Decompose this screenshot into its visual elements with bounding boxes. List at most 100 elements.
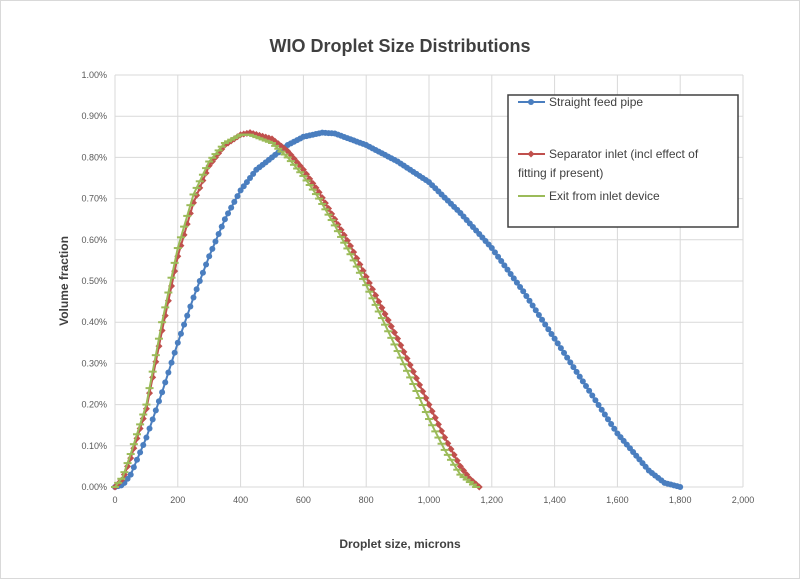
data-point [406,361,414,369]
legend: Straight feed pipe Separator inlet (incl … [507,94,739,228]
x-tick-label: 0 [112,495,117,505]
data-point [400,348,408,356]
data-point [517,283,524,290]
data-point [199,269,206,276]
data-point [564,354,571,361]
y-tick-label: 1.00% [81,70,107,80]
data-point [162,379,169,386]
y-tick-label: 0.50% [81,276,107,286]
legend-marker-0 [528,99,534,105]
data-point [438,427,446,435]
data-point [378,304,386,312]
y-tick-label: 0.80% [81,152,107,162]
data-point [212,238,219,245]
data-point [159,389,166,396]
data-point [526,297,533,304]
data-point [381,310,389,318]
data-point [595,402,602,409]
data-point [450,451,458,459]
data-point [567,359,574,366]
data-point [177,330,184,337]
data-point [592,397,599,404]
data-point [390,329,398,336]
data-point [545,326,552,333]
data-point [228,204,235,211]
data-point [215,231,222,238]
y-tick-label: 0.10% [81,441,107,451]
legend-marker-1 [527,150,535,158]
data-point [535,311,542,318]
data-point [387,322,395,330]
data-point [409,368,417,376]
data-point [140,441,147,448]
data-point [225,210,232,217]
data-point [598,406,605,413]
y-tick-label: 0.30% [81,358,107,368]
data-point [403,354,411,362]
y-tick-label: 0.70% [81,194,107,204]
data-point [243,179,250,186]
data-point [137,449,144,456]
data-point [250,170,257,177]
data-point [428,407,436,415]
data-point [441,434,449,442]
data-point [165,369,172,376]
data-point [247,175,254,181]
data-point [444,439,452,447]
data-point [155,398,162,405]
data-point [447,445,455,453]
data-point [434,420,442,428]
data-point [604,416,611,423]
data-point [190,294,197,301]
data-point [608,420,615,427]
data-point [416,381,424,389]
data-point [501,262,508,269]
x-tick-label: 1,600 [606,495,629,505]
data-point [576,373,583,380]
y-tick-label: 0.40% [81,317,107,327]
data-point [677,484,684,490]
series-2 [111,133,481,488]
x-tick-label: 1,800 [669,495,692,505]
data-point [240,183,247,190]
data-point [579,378,586,385]
data-point [611,425,618,432]
data-point [143,434,150,441]
x-tick-label: 400 [233,495,248,505]
data-point [187,303,194,310]
data-point [152,407,159,414]
data-point [203,261,210,268]
data-point [453,457,461,465]
data-point [557,345,564,352]
data-point [133,456,140,463]
data-point [520,288,527,295]
data-point [231,198,238,205]
x-tick-label: 1,400 [543,495,566,505]
x-tick-label: 2,000 [732,495,755,505]
data-point [507,270,514,277]
data-point [384,316,392,324]
data-point [206,253,213,260]
legend-label-0: Straight feed pipe [549,95,643,109]
data-point [456,462,464,470]
data-point [181,321,188,328]
x-tick-label: 1,000 [418,495,441,505]
data-point [495,253,502,260]
data-point [184,312,191,319]
data-point [586,387,593,394]
data-point [551,335,558,342]
data-point [174,339,181,346]
series-0 [112,129,684,490]
data-point [168,359,175,366]
data-point [510,275,517,282]
data-point [570,364,577,371]
data-point [193,286,200,293]
data-point [532,307,539,314]
data-point [412,374,420,382]
data-point [171,349,178,356]
data-point [513,279,520,286]
data-point [523,293,530,300]
data-point [372,291,380,299]
data-point [589,392,596,399]
